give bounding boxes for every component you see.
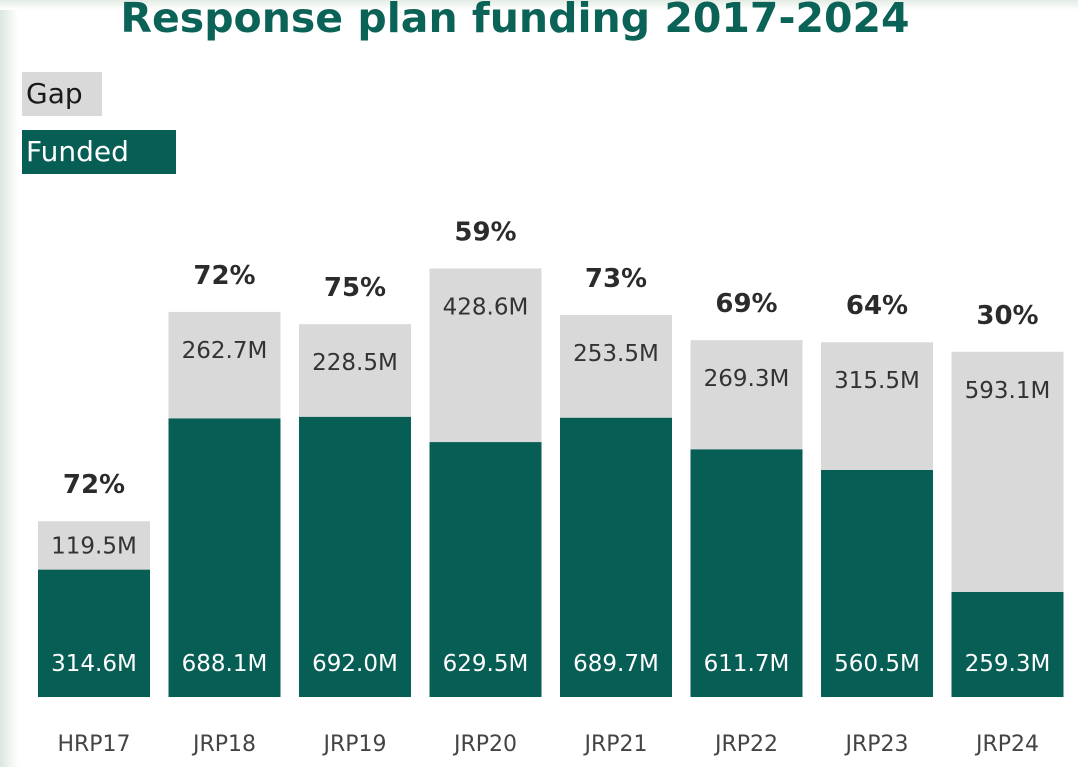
data-label-funded-jrp19: 692.0M <box>312 651 398 677</box>
data-label-funded-jrp18: 688.1M <box>182 651 268 677</box>
category-label-jrp24: JRP24 <box>974 732 1039 757</box>
bar-gap-hrp17 <box>38 521 150 570</box>
bar-funded-jrp19 <box>299 416 411 697</box>
data-label-funded-jrp23: 560.5M <box>834 651 920 677</box>
percent-label-hrp17: 72% <box>63 470 125 500</box>
bar-gap-jrp20 <box>429 268 542 443</box>
data-label-funded-jrp21: 689.7M <box>573 651 659 677</box>
data-label-gap-jrp18: 262.7M <box>182 338 268 364</box>
category-label-jrp22: JRP22 <box>713 732 778 757</box>
bar-funded-jrp22 <box>690 449 803 697</box>
background-edge-left <box>0 0 18 767</box>
chart-title: Response plan funding 2017-2024 <box>120 0 910 42</box>
bar-gap-jrp24 <box>951 351 1064 592</box>
category-label-hrp17: HRP17 <box>57 732 130 757</box>
bar-funded-jrp18 <box>168 418 281 697</box>
data-label-funded-hrp17: 314.6M <box>51 651 137 677</box>
bar-funded-jrp20 <box>429 442 542 697</box>
data-label-gap-jrp19: 228.5M <box>312 350 398 376</box>
bar-funded-jrp21 <box>560 417 672 697</box>
data-label-gap-jrp22: 269.3M <box>704 366 790 392</box>
bar-gap-jrp23 <box>821 342 933 470</box>
category-label-jrp18: JRP18 <box>191 732 256 757</box>
legend-gap: Gap <box>22 72 102 116</box>
bar-funded-jrp24 <box>951 591 1064 697</box>
percent-label-jrp23: 64% <box>846 291 908 321</box>
legend-funded: Funded <box>22 130 176 174</box>
category-label-jrp20: JRP20 <box>452 732 517 757</box>
bar-funded-jrp23 <box>821 469 933 697</box>
data-label-funded-jrp22: 611.7M <box>704 651 790 677</box>
percent-label-jrp21: 73% <box>585 264 647 294</box>
percent-label-jrp18: 72% <box>193 261 255 291</box>
data-label-funded-jrp20: 629.5M <box>443 651 529 677</box>
percent-label-jrp24: 30% <box>976 301 1038 331</box>
bar-gap-jrp18 <box>168 311 281 419</box>
category-label-jrp21: JRP21 <box>582 732 647 757</box>
percent-label-jrp22: 69% <box>715 289 777 319</box>
data-label-gap-jrp20: 428.6M <box>443 294 529 320</box>
percent-label-jrp19: 75% <box>324 273 386 303</box>
data-label-gap-jrp23: 315.5M <box>834 368 920 394</box>
bar-gap-jrp22 <box>690 340 803 450</box>
bar-funded-hrp17 <box>38 569 150 697</box>
category-label-jrp19: JRP19 <box>321 732 386 757</box>
bar-gap-jrp19 <box>299 324 411 417</box>
bar-gap-jrp21 <box>560 315 672 418</box>
data-label-gap-jrp21: 253.5M <box>573 341 659 367</box>
data-label-gap-hrp17: 119.5M <box>51 533 137 559</box>
category-label-jrp23: JRP23 <box>843 732 908 757</box>
data-label-funded-jrp24: 259.3M <box>965 651 1051 677</box>
data-label-gap-jrp24: 593.1M <box>965 378 1051 404</box>
percent-label-jrp20: 59% <box>454 217 516 247</box>
background-edge-top <box>0 0 1078 10</box>
